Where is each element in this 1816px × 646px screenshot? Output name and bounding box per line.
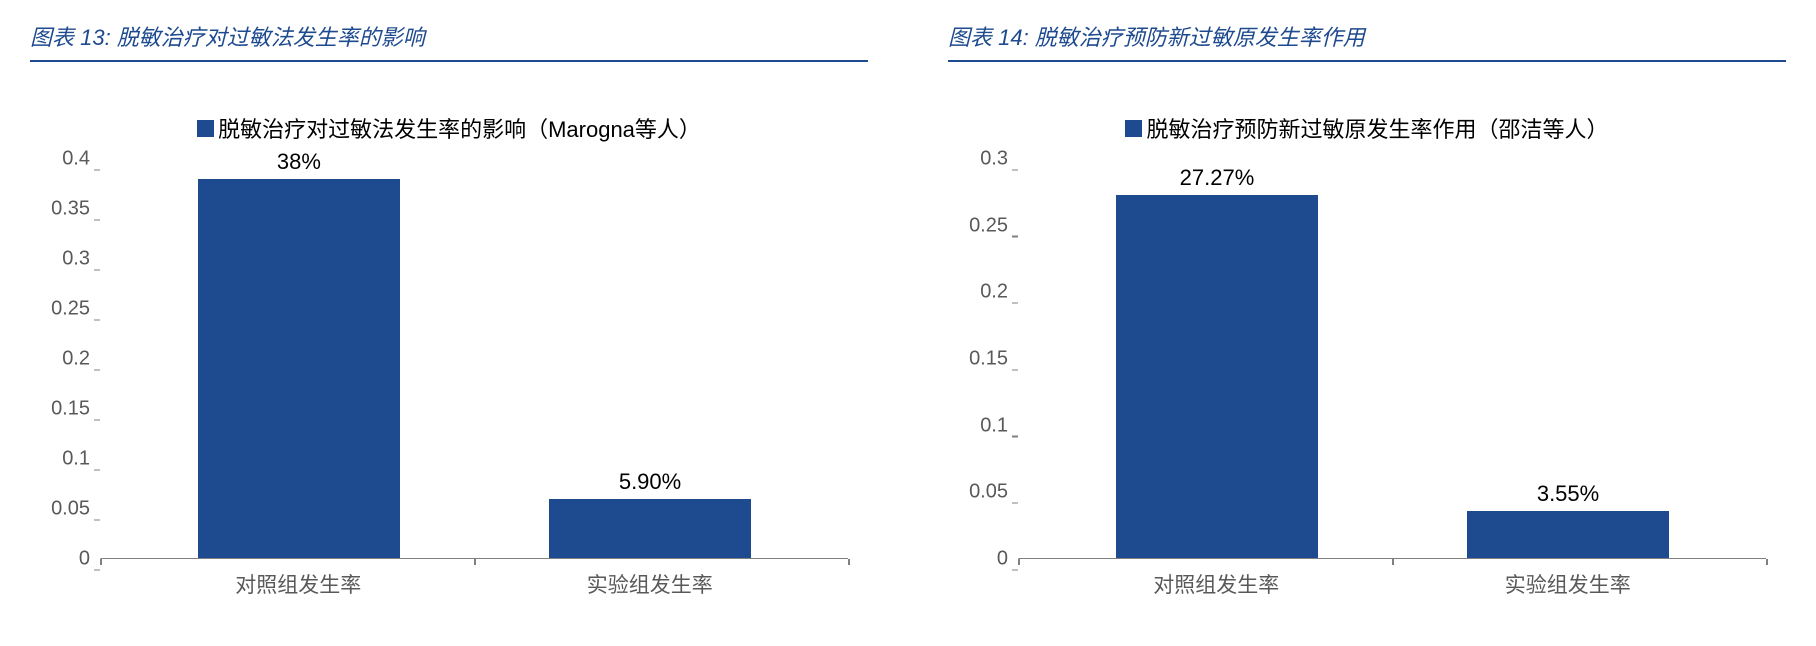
x-category-label: 实验组发生率 — [587, 569, 713, 599]
y-tick-label: 0.1 — [948, 414, 1008, 437]
y-tick-label: 0.05 — [30, 498, 90, 521]
x-axis: 对照组发生率 实验组发生率 — [1018, 559, 1766, 599]
bar: 3.55% — [1467, 511, 1669, 558]
x-category-label: 对照组发生率 — [235, 569, 361, 599]
y-tick-label: 0.2 — [948, 281, 1008, 304]
bar: 5.90% — [549, 499, 751, 558]
bar: 38% — [198, 179, 400, 558]
legend-label: 脱敏治疗预防新过敏原发生率作用（邵洁等人） — [1146, 112, 1608, 144]
chart-legend: 脱敏治疗对过敏法发生率的影响（Marogna等人） — [30, 112, 868, 144]
legend-color-box — [1125, 120, 1142, 137]
y-tick-label: 0.05 — [948, 481, 1008, 504]
bar-value-label: 3.55% — [1467, 481, 1669, 507]
legend-color-box — [197, 120, 214, 137]
y-tick-label: 0.35 — [30, 198, 90, 221]
plot-area: 38% 5.90% — [100, 159, 848, 559]
y-tick-label: 0.25 — [948, 214, 1008, 237]
bar-value-label: 5.90% — [549, 469, 751, 495]
y-tick-label: 0 — [948, 548, 1008, 571]
y-tick-label: 0.15 — [948, 348, 1008, 371]
chart-area: 00.050.10.150.20.250.3 27.27%3.55% 对照组发生… — [1018, 159, 1766, 599]
plot-area: 27.27% 3.55% — [1018, 159, 1766, 559]
bar-value-label: 38% — [198, 149, 400, 175]
x-tick-mark — [848, 559, 850, 565]
bar-value-label: 27.27% — [1116, 165, 1318, 191]
charts-container: 图表 13: 脱敏治疗对过敏法发生率的影响 脱敏治疗对过敏法发生率的影响（Mar… — [30, 20, 1786, 599]
chart-area: 00.050.10.150.20.250.30.350.4 38%5.90% 对… — [100, 159, 848, 599]
x-category-label: 对照组发生率 — [1153, 569, 1279, 599]
y-tick-label: 0.3 — [948, 148, 1008, 171]
x-tick-mark — [474, 559, 476, 565]
panel-title: 图表 14: 脱敏治疗预防新过敏原发生率作用 — [948, 20, 1786, 62]
chart-panel-14: 图表 14: 脱敏治疗预防新过敏原发生率作用 脱敏治疗预防新过敏原发生率作用（邵… — [948, 20, 1786, 599]
x-tick-mark — [1392, 559, 1394, 565]
y-axis: 00.050.10.150.20.250.3 — [948, 159, 1008, 559]
x-tick-mark — [100, 559, 102, 565]
y-tick-label: 0.25 — [30, 298, 90, 321]
y-tick-label: 0.15 — [30, 398, 90, 421]
y-tick-label: 0.2 — [30, 348, 90, 371]
y-tick-label: 0.1 — [30, 448, 90, 471]
x-category-label: 实验组发生率 — [1505, 569, 1631, 599]
x-tick-mark — [1766, 559, 1768, 565]
y-tick-label: 0.3 — [30, 248, 90, 271]
y-tick-label: 0.4 — [30, 148, 90, 171]
bar: 27.27% — [1116, 195, 1318, 558]
y-tick-label: 0 — [30, 548, 90, 571]
panel-title: 图表 13: 脱敏治疗对过敏法发生率的影响 — [30, 20, 868, 62]
chart-panel-13: 图表 13: 脱敏治疗对过敏法发生率的影响 脱敏治疗对过敏法发生率的影响（Mar… — [30, 20, 868, 599]
legend-label: 脱敏治疗对过敏法发生率的影响（Marogna等人） — [218, 112, 701, 144]
x-tick-mark — [1018, 559, 1020, 565]
x-axis: 对照组发生率 实验组发生率 — [100, 559, 848, 599]
chart-legend: 脱敏治疗预防新过敏原发生率作用（邵洁等人） — [948, 112, 1786, 144]
y-axis: 00.050.10.150.20.250.30.350.4 — [30, 159, 90, 559]
